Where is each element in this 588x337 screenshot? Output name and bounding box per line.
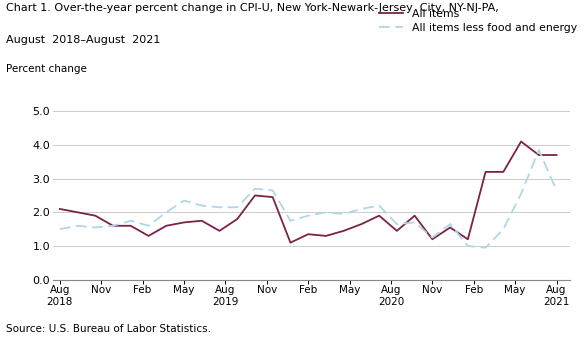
Text: Chart 1. Over-the-year percent change in CPI-U, New York-Newark-Jersey  City, NY: Chart 1. Over-the-year percent change in…	[6, 3, 499, 13]
Text: Source: U.S. Bureau of Labor Statistics.: Source: U.S. Bureau of Labor Statistics.	[6, 324, 211, 334]
Text: August  2018–August  2021: August 2018–August 2021	[6, 35, 161, 45]
Text: Percent change: Percent change	[6, 64, 87, 74]
Legend: All items, All items less food and energy: All items, All items less food and energ…	[379, 9, 577, 33]
